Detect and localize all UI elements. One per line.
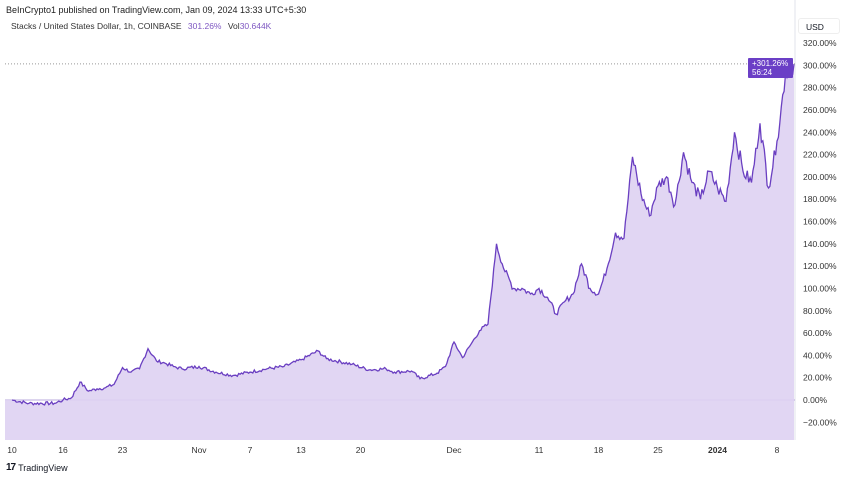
- x-tick-label: 7: [248, 445, 253, 455]
- y-tick-label: 280.00%: [803, 83, 837, 93]
- x-tick-label: 23: [118, 445, 128, 455]
- volume: Vol30.644K: [228, 21, 272, 31]
- x-tick-label: 10: [7, 445, 17, 455]
- brand-name: TradingView: [18, 462, 68, 473]
- symbol-title: Stacks / United States Dollar, 1h, COINB…: [11, 21, 182, 31]
- y-tick-label: 240.00%: [803, 127, 837, 137]
- x-tick-label: Dec: [446, 445, 462, 455]
- y-tick-label: 140.00%: [803, 239, 837, 249]
- y-tick-label: 0.00%: [803, 395, 828, 405]
- price-line: [11, 63, 795, 406]
- volume-value: 30.644K: [239, 21, 272, 31]
- y-tick-label: 100.00%: [803, 283, 837, 293]
- last-price-value: +301.26%: [752, 59, 789, 68]
- x-tick-label: 20: [356, 445, 366, 455]
- change-percent: 301.26%: [187, 21, 222, 31]
- y-tick-label: 200.00%: [803, 172, 837, 182]
- currency-selector[interactable]: USD: [798, 18, 840, 34]
- y-tick-label: 20.00%: [803, 373, 832, 383]
- y-tick-label: −20.00%: [803, 417, 837, 427]
- x-tick-label: 13: [296, 445, 306, 455]
- y-tick-label: 160.00%: [803, 217, 837, 227]
- tradingview-logo-icon: 17: [6, 462, 16, 473]
- price-area-fill: [5, 63, 794, 441]
- x-tick-label: 8: [775, 445, 780, 455]
- y-tick-label: 260.00%: [803, 105, 837, 115]
- x-tick-label: Nov: [191, 445, 207, 455]
- tradingview-logo[interactable]: 17 TradingView: [6, 462, 68, 473]
- last-price-tag: +301.26% 56:24: [748, 58, 793, 78]
- x-tick-label: 18: [594, 445, 604, 455]
- x-tick-label: 11: [535, 445, 544, 455]
- x-tick-label: 16: [58, 445, 68, 455]
- y-tick-label: 300.00%: [803, 60, 837, 70]
- y-tick-label: 320.00%: [803, 38, 837, 48]
- published-info: BeInCrypto1 published on TradingView.com…: [6, 5, 307, 15]
- y-tick-label: 80.00%: [803, 306, 832, 316]
- y-tick-label: 60.00%: [803, 328, 832, 338]
- y-tick-label: 40.00%: [803, 350, 832, 360]
- x-tick-label: 2024: [708, 445, 727, 455]
- symbol-legend: Stacks / United States Dollar, 1h, COINB…: [11, 21, 271, 31]
- y-tick-label: 180.00%: [803, 194, 837, 204]
- y-tick-label: 220.00%: [803, 150, 837, 160]
- bar-countdown: 56:24: [752, 68, 773, 77]
- y-tick-label: 120.00%: [803, 261, 837, 271]
- x-tick-label: 25: [653, 445, 663, 455]
- volume-label: Vol: [227, 21, 240, 31]
